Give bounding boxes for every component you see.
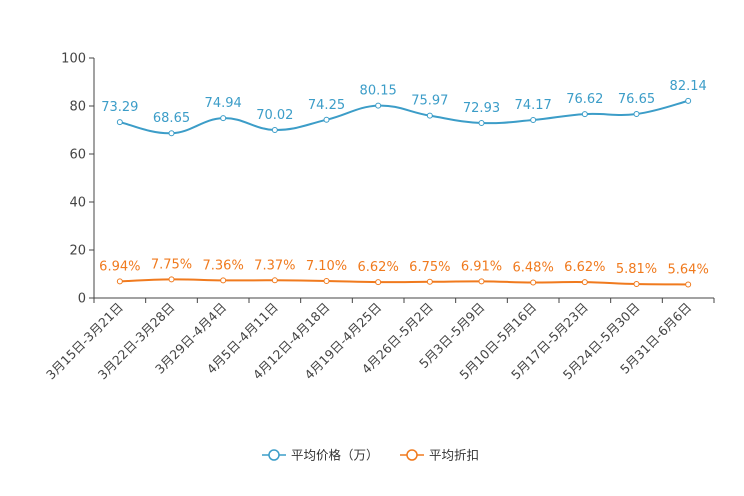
series-0: 73.29 68.65 74.94 70.02 74.25 80.15 75.97 72.93… [101,79,707,137]
data-label: 5.81% [616,262,657,277]
series-line [119,99,689,135]
data-label: 6.91% [461,259,502,274]
data-point[interactable] [116,278,123,285]
series-1: 6.94% 7.75% 7.36% 7.37% 7.10% 6.62% 6.75% 6.91%… [99,257,709,288]
legend-label: 平均折扣 [429,448,479,463]
data-point[interactable] [426,278,433,285]
data-label: 5.64% [668,262,709,277]
legend-marker-icon [268,449,280,461]
legend-item-1[interactable]: 平均折扣 [400,448,479,463]
data-label: 7.10% [306,259,347,274]
data-label: 75.97 [411,94,448,109]
data-label: 6.62% [564,260,605,275]
data-label: 7.36% [203,258,244,273]
data-label: 76.62 [566,92,603,107]
data-point[interactable] [478,119,485,126]
data-label: 70.02 [256,108,293,123]
series-line [119,278,689,286]
legend-label: 平均价格（万） [291,448,379,463]
data-label: 72.93 [463,101,500,116]
y-axis-ticks: 0 20 40 60 80 100 [61,52,94,307]
data-label: 7.75% [151,257,192,272]
data-point[interactable] [375,279,382,286]
data-label: 74.17 [515,98,552,113]
data-point[interactable] [271,277,278,284]
y-tick-label: 60 [69,148,86,163]
series-layer: 73.29 68.65 74.94 70.02 74.25 80.15 75.97 72.93… [99,79,709,288]
y-tick-label: 100 [61,52,86,67]
data-label: 7.37% [254,258,295,273]
data-point[interactable] [116,119,123,126]
data-label: 73.29 [101,100,138,115]
data-point[interactable] [530,279,537,286]
legend[interactable]: 平均价格（万） 平均折扣 [262,448,479,463]
data-label: 74.94 [205,96,242,111]
data-label: 74.25 [308,98,345,113]
data-point[interactable] [530,116,537,123]
data-label: 80.15 [360,84,397,99]
data-point[interactable] [581,111,588,118]
data-label: 6.62% [358,260,399,275]
data-label: 82.14 [670,79,707,94]
y-tick-label: 0 [78,292,86,307]
y-tick-label: 40 [69,196,86,211]
data-point[interactable] [271,126,278,133]
data-label: 6.94% [99,259,140,274]
data-point[interactable] [581,279,588,286]
data-point[interactable] [168,276,175,283]
data-point[interactable] [633,281,640,288]
legend-item-0[interactable]: 平均价格（万） [262,448,379,463]
data-point[interactable] [426,112,433,119]
data-label: 76.65 [618,92,655,107]
y-tick-label: 80 [69,100,86,115]
legend-marker-icon [406,449,418,461]
data-label: 68.65 [153,111,190,126]
data-point[interactable] [323,116,330,123]
data-point[interactable] [633,111,640,118]
data-point[interactable] [685,281,692,288]
data-point[interactable] [685,97,692,104]
data-label: 6.75% [409,260,450,275]
data-label: 6.48% [513,260,554,275]
data-point[interactable] [375,102,382,109]
data-point[interactable] [220,277,227,284]
data-point[interactable] [168,130,175,137]
data-point[interactable] [478,278,485,285]
x-axis-ticks: 3月15日-3月21日3月22日-3月28日3月29日-4月4日4月5日-4月1… [43,298,715,382]
y-tick-label: 20 [69,244,86,259]
data-point[interactable] [220,115,227,122]
data-point[interactable] [323,277,330,284]
